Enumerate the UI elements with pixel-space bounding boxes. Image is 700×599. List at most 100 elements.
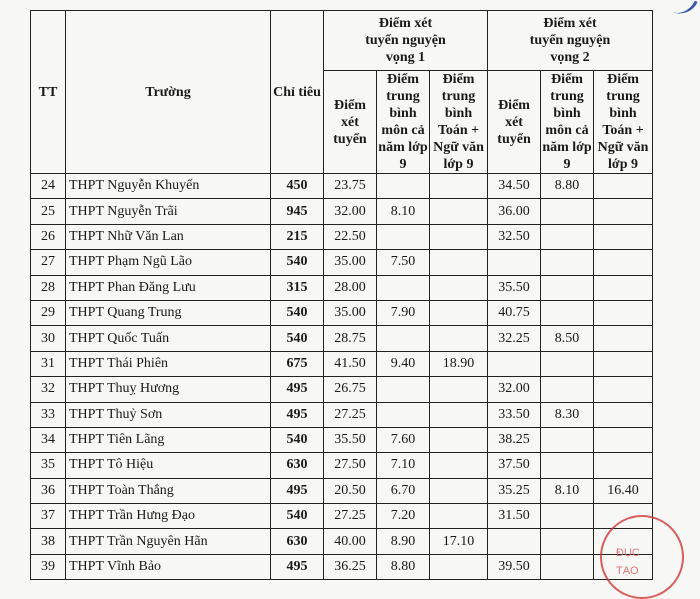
school-name-cell: THPT Thái Phiên [65, 350, 271, 378]
nv2-score-cell: 32.25 [487, 325, 542, 352]
table-row: 28 THPT Phan Đăng Lưu 315 28.00 35.50 [30, 274, 654, 301]
header-tt: TT [30, 10, 66, 174]
quota-cell: 495 [270, 553, 324, 581]
nv1-math-lit-cell [428, 401, 489, 428]
row-number-cell: 31 [30, 350, 66, 378]
row-number-cell: 26 [30, 223, 66, 251]
nv2-math-lit-cell [593, 274, 654, 301]
nv1-score-cell: 41.50 [323, 350, 377, 378]
nv2-score-cell: 33.50 [487, 401, 542, 428]
table-row: 25 THPT Nguyễn Trãi 945 32.00 8.10 36.00 [30, 198, 654, 225]
row-number-cell: 28 [30, 274, 66, 301]
table-row: 27 THPT Phạm Ngũ Lão 540 35.00 7.50 [30, 249, 654, 276]
stamp-text-1: ĐỤC [616, 547, 640, 559]
school-name-cell: THPT Thuỷ Sơn [65, 401, 271, 428]
nv1-math-lit-cell: 17.10 [428, 528, 489, 555]
table-row: 34 THPT Tiên Lãng 540 35.50 7.60 38.25 [30, 426, 654, 454]
nv2-avg-cell [540, 528, 595, 555]
nv2-avg-cell: 8.10 [540, 477, 595, 505]
row-number-cell: 32 [30, 376, 66, 403]
nv2-score-cell [487, 249, 542, 276]
table-row: 35 THPT Tô Hiệu 630 27.50 7.10 37.50 [30, 452, 654, 479]
table-row: 31 THPT Thái Phiên 675 41.50 9.40 18.90 [30, 350, 654, 378]
nv1-avg-cell: 7.10 [376, 452, 430, 479]
nv2-avg-cell [540, 299, 595, 327]
nv1-math-lit-cell [428, 452, 489, 479]
official-stamp: ĐỤC TẠO [600, 515, 684, 599]
nv1-avg-cell: 7.90 [376, 299, 430, 327]
nv2-avg-cell [540, 376, 595, 403]
row-number-cell: 39 [30, 553, 66, 581]
nv2-avg-cell [540, 249, 595, 276]
nv1-score-cell: 32.00 [323, 198, 377, 225]
nv2-math-lit-cell [593, 350, 654, 378]
row-number-cell: 38 [30, 528, 66, 555]
nv1-avg-cell: 8.10 [376, 198, 430, 225]
nv2-score-cell: 40.75 [487, 299, 542, 327]
table-row: 33 THPT Thuỷ Sơn 495 27.25 33.50 8.30 [30, 401, 654, 428]
nv2-score-cell: 32.50 [487, 223, 542, 251]
nv2-avg-cell: 8.80 [540, 172, 595, 200]
row-number-cell: 27 [30, 249, 66, 276]
table-row: 26 THPT Nhữ Văn Lan 215 22.50 32.50 [30, 223, 654, 251]
quota-cell: 450 [270, 172, 324, 200]
header-nv1: Điểm xét tuyển nguyện vọng 1 [322, 10, 489, 71]
nv1-avg-cell [376, 172, 430, 200]
nv2-avg-cell: 8.30 [540, 401, 595, 428]
nv1-score-cell: 23.75 [323, 172, 377, 200]
header-nv2-score: Điểm xét tuyển [487, 70, 542, 174]
nv2-math-lit-cell: 16.40 [593, 477, 654, 505]
nv2-math-lit-cell [593, 223, 654, 251]
row-number-cell: 33 [30, 401, 66, 428]
nv1-avg-cell: 8.80 [376, 553, 430, 581]
nv1-score-cell: 20.50 [323, 477, 377, 505]
nv2-score-cell: 38.25 [487, 426, 542, 454]
school-name-cell: THPT Nguyễn Trãi [65, 198, 271, 225]
nv2-avg-cell: 8.50 [540, 325, 595, 352]
nv1-math-lit-cell [428, 299, 489, 327]
nv1-avg-cell: 8.90 [376, 528, 430, 555]
school-name-cell: THPT Trần Hưng Đạo [65, 503, 271, 530]
nv1-math-lit-cell [428, 553, 489, 581]
nv2-score-cell: 36.00 [487, 198, 542, 225]
quota-cell: 215 [270, 223, 324, 251]
nv1-math-lit-cell [428, 249, 489, 276]
nv1-math-lit-cell [428, 198, 489, 225]
nv2-score-cell: 32.00 [487, 376, 542, 403]
nv1-score-cell: 35.50 [323, 426, 377, 454]
nv1-math-lit-cell [428, 325, 489, 352]
nv1-avg-cell: 7.20 [376, 503, 430, 530]
nv2-score-cell: 35.50 [487, 274, 542, 301]
nv2-avg-cell [540, 553, 595, 581]
nv2-avg-cell [540, 503, 595, 530]
row-number-cell: 36 [30, 477, 66, 505]
table-row: 37 THPT Trần Hưng Đạo 540 27.25 7.20 31.50 [30, 503, 654, 530]
stamp-text-2: TẠO [616, 565, 639, 577]
nv2-math-lit-cell [593, 426, 654, 454]
school-name-cell: THPT Vĩnh Bảo [65, 553, 271, 581]
school-name-cell: THPT Nguyễn Khuyến [65, 172, 271, 200]
quota-cell: 540 [270, 249, 324, 276]
table-row: 29 THPT Quang Trung 540 35.00 7.90 40.75 [30, 299, 654, 327]
table-row: 39 THPT Vĩnh Bảo 495 36.25 8.80 39.50 [30, 553, 654, 581]
nv1-avg-cell: 7.60 [376, 426, 430, 454]
table-row: 36 THPT Toàn Thắng 495 20.50 6.70 35.25 8.10 16… [30, 477, 654, 505]
nv1-math-lit-cell [428, 223, 489, 251]
nv1-avg-cell [376, 376, 430, 403]
nv2-score-cell: 35.25 [487, 477, 542, 505]
admission-scores-table: TT Trường Chỉ tiêu Điểm xét tuyển nguyện… [30, 10, 654, 581]
nv1-score-cell: 27.50 [323, 452, 377, 479]
row-number-cell: 24 [30, 172, 66, 200]
quota-cell: 540 [270, 426, 324, 454]
nv1-math-lit-cell [428, 477, 489, 505]
nv1-avg-cell [376, 325, 430, 352]
nv2-score-cell [487, 528, 542, 555]
table-row: 30 THPT Quốc Tuấn 540 28.75 32.25 8.50 [30, 325, 654, 352]
quota-cell: 630 [270, 528, 324, 555]
nv2-math-lit-cell [593, 452, 654, 479]
row-number-cell: 37 [30, 503, 66, 530]
school-name-cell: THPT Thuỵ Hương [65, 376, 271, 403]
header-nv2: Điểm xét tuyển nguyện vọng 2 [487, 10, 654, 71]
school-name-cell: THPT Phan Đăng Lưu [65, 274, 271, 301]
row-number-cell: 35 [30, 452, 66, 479]
